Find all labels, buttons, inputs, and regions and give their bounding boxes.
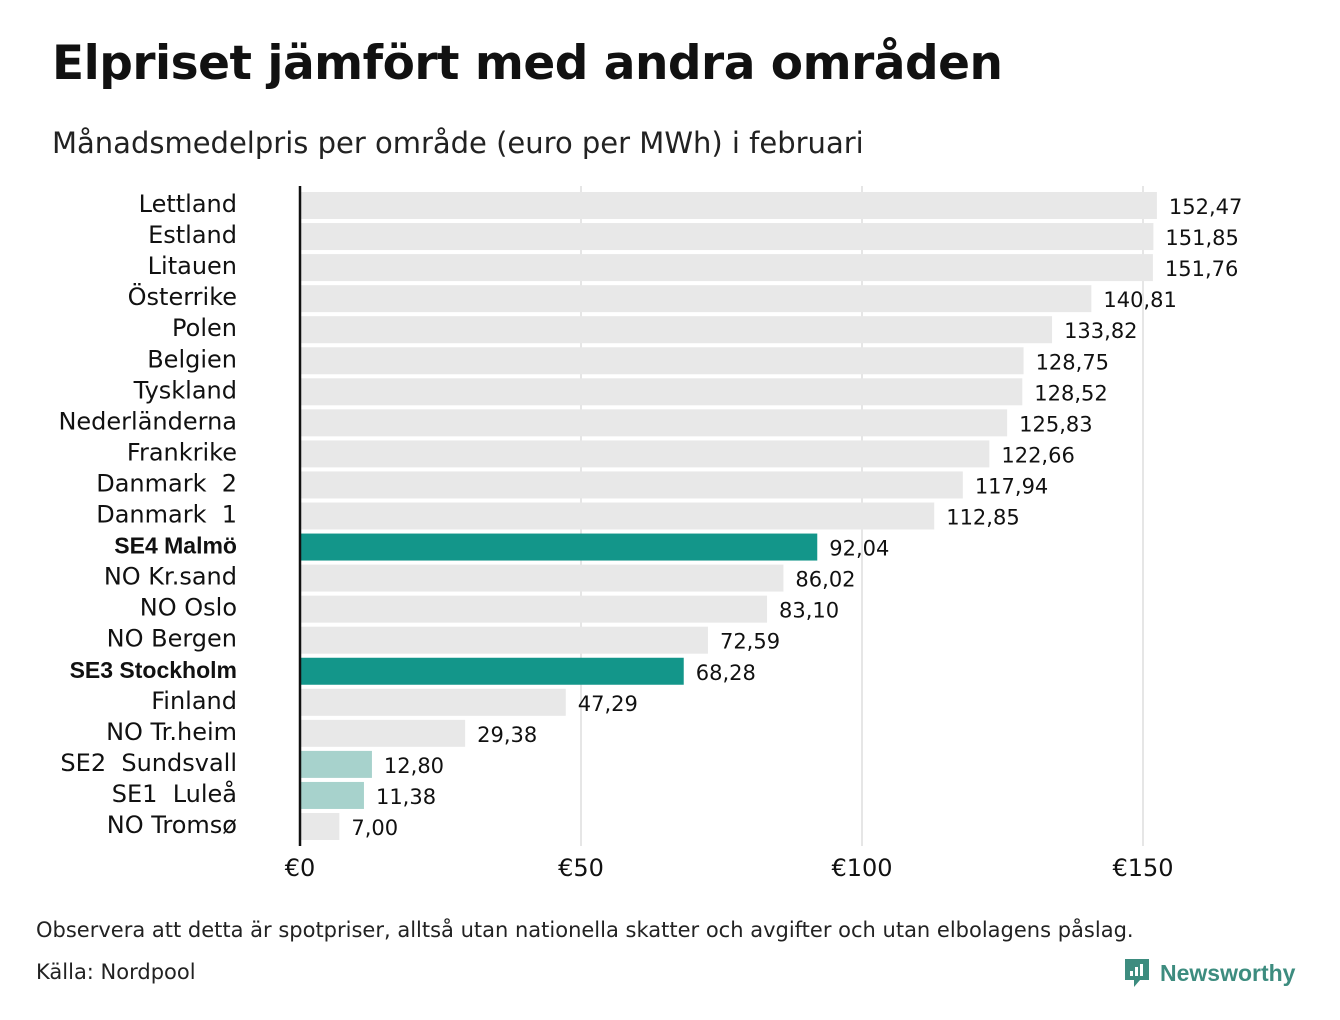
value-label: 83,10 (779, 599, 839, 623)
bar (300, 533, 818, 561)
value-label: 7,00 (351, 816, 398, 840)
category-label: Polen (172, 314, 237, 342)
bar (300, 409, 1008, 437)
value-label: 152,47 (1169, 195, 1242, 219)
bars (300, 192, 1157, 840)
x-tick-label: €0 (285, 854, 316, 882)
bar (300, 502, 935, 530)
value-label: 117,94 (975, 474, 1048, 498)
value-label: 128,52 (1034, 381, 1107, 405)
category-label: Danmark 2 (96, 469, 237, 497)
bar (300, 813, 340, 840)
value-label: 125,83 (1019, 412, 1092, 436)
value-label: 151,85 (1165, 226, 1238, 250)
bar (300, 471, 963, 499)
category-label: Lettland (139, 190, 237, 218)
category-label: SE3 Stockholm (70, 657, 237, 683)
bar (300, 595, 768, 623)
value-label: 86,02 (795, 568, 855, 592)
category-label: Litauen (148, 252, 237, 280)
value-label: 11,38 (376, 785, 436, 809)
bar (300, 657, 684, 685)
chart-title: Elpriset jämfört med andra områden (52, 36, 1003, 91)
bar (300, 626, 708, 654)
x-tick-label: €100 (831, 854, 892, 882)
bar (300, 378, 1023, 406)
category-label: Belgien (147, 345, 237, 373)
category-label: SE1 Luleå (112, 779, 237, 808)
bar (300, 719, 466, 747)
value-label: 128,75 (1036, 350, 1109, 374)
bar (300, 223, 1154, 251)
category-label: NO Tromsø (107, 811, 237, 839)
value-label: 112,85 (946, 506, 1019, 530)
bar (300, 192, 1157, 219)
value-labels: 152,47 151,85 151,76 140,81 133,82 128,75 128,… (351, 195, 1242, 840)
value-label: 122,66 (1001, 443, 1074, 467)
category-label: Tyskland (133, 376, 237, 404)
category-label: NO Oslo (140, 594, 237, 622)
bar (300, 285, 1092, 313)
category-label: Frankrike (127, 438, 237, 466)
bar (300, 254, 1153, 282)
x-tick-label: €150 (1112, 854, 1173, 882)
bar (300, 688, 566, 716)
value-label: 68,28 (696, 661, 756, 685)
category-label: Estland (148, 221, 237, 249)
brand-logo: Newsworthy (1122, 955, 1295, 991)
category-label: Österrike (128, 282, 237, 311)
category-label: NO Kr.sand (104, 563, 237, 591)
value-label: 29,38 (477, 723, 537, 747)
bar (300, 750, 372, 778)
brand-name: Newsworthy (1160, 959, 1296, 986)
value-label: 140,81 (1103, 288, 1176, 312)
source-note: Källa: Nordpool (36, 960, 196, 984)
x-axis-ticks: €0 €50 €100 €150 (285, 854, 1174, 882)
value-label: 47,29 (578, 692, 638, 716)
newsworthy-logo-icon (1125, 959, 1149, 987)
bar (300, 347, 1024, 375)
value-label: 72,59 (720, 630, 780, 654)
bar (300, 440, 990, 468)
bar (300, 316, 1053, 344)
value-label: 133,82 (1064, 319, 1137, 343)
category-label: SE4 Malmö (114, 533, 237, 559)
value-label: 92,04 (829, 537, 889, 561)
bar (300, 564, 784, 592)
bar (300, 781, 364, 809)
category-label: Finland (151, 687, 237, 715)
value-label: 12,80 (384, 754, 444, 778)
category-label: NO Tr.heim (106, 718, 237, 746)
chart-subtitle: Månadsmedelpris per område (euro per MWh… (52, 126, 864, 160)
category-label: NO Bergen (107, 625, 237, 653)
value-label: 151,76 (1165, 257, 1238, 281)
x-tick-label: €50 (558, 854, 604, 882)
category-label: Nederländerna (58, 407, 237, 435)
category-label: Danmark 1 (96, 501, 237, 529)
category-label: SE2 Sundsvall (60, 749, 237, 777)
footnote: Observera att detta är spotpriser, allts… (36, 918, 1134, 942)
